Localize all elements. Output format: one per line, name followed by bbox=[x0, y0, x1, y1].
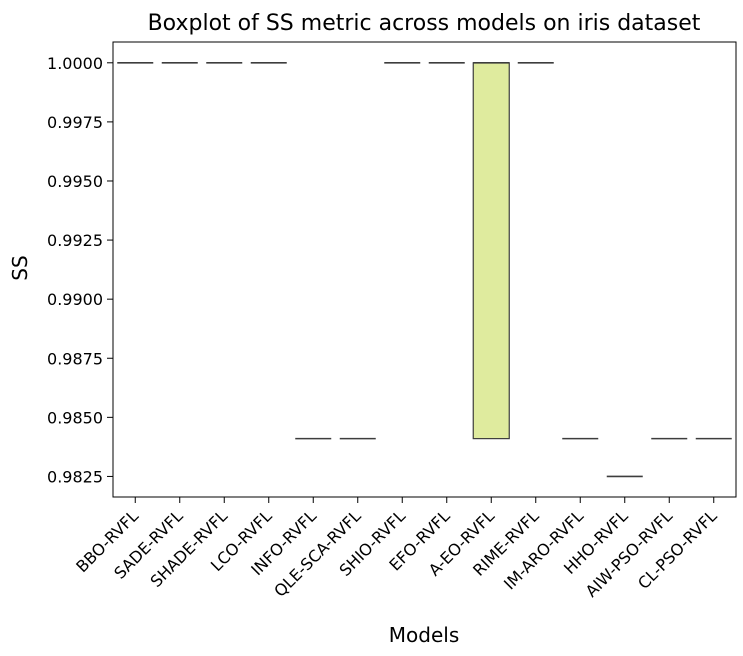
y-tick-label: 0.9900 bbox=[47, 290, 103, 309]
y-tick-label: 0.9875 bbox=[47, 349, 103, 368]
y-tick-label: 0.9825 bbox=[47, 467, 103, 486]
y-tick-label: 0.9850 bbox=[47, 408, 103, 427]
y-tick-label: 0.9975 bbox=[47, 113, 103, 132]
x-tick-label: CL-PSO-RVFL bbox=[634, 506, 721, 593]
y-tick-label: 1.0000 bbox=[47, 54, 103, 73]
y-tick-label: 0.9925 bbox=[47, 231, 103, 250]
box-body bbox=[472, 62, 510, 440]
y-axis-ticks: 0.9825 0.9850 0.9875 0.9900 0.9925 0.9950 0.99… bbox=[47, 54, 113, 486]
x-axis-label: Models bbox=[389, 623, 459, 647]
chart-title: Boxplot of SS metric across models on ir… bbox=[148, 11, 701, 36]
y-axis-label: SS bbox=[8, 255, 32, 280]
x-axis-ticks: BBO-RVFLSADE-RVFLSHADE-RVFLLCO-RVFLINFO-… bbox=[72, 497, 721, 601]
plot-frame bbox=[112, 41, 737, 498]
plot-marks bbox=[117, 61, 732, 478]
y-tick-label: 0.9950 bbox=[47, 172, 103, 191]
box-a-eo-rvfl bbox=[472, 61, 510, 440]
